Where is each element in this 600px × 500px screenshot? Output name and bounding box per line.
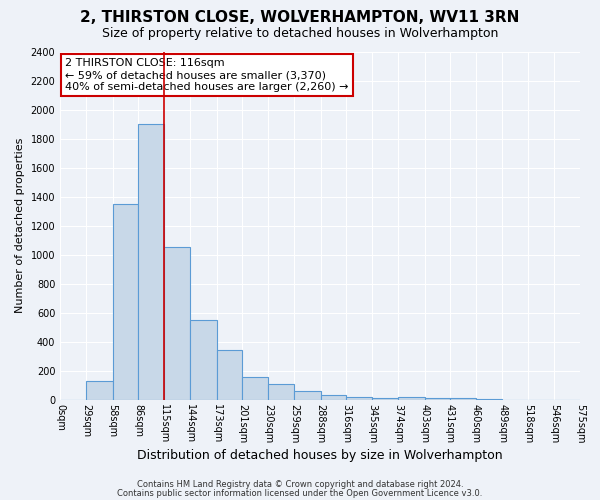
X-axis label: Distribution of detached houses by size in Wolverhampton: Distribution of detached houses by size … — [137, 450, 503, 462]
Y-axis label: Number of detached properties: Number of detached properties — [15, 138, 25, 313]
Bar — [164, 248, 190, 400]
Text: Size of property relative to detached houses in Wolverhampton: Size of property relative to detached ho… — [102, 28, 498, 40]
Bar — [476, 399, 502, 400]
Bar — [372, 398, 398, 400]
Text: Contains HM Land Registry data © Crown copyright and database right 2024.: Contains HM Land Registry data © Crown c… — [137, 480, 463, 489]
Bar — [242, 377, 268, 400]
Bar — [217, 350, 242, 400]
Text: 2 THIRSTON CLOSE: 116sqm
← 59% of detached houses are smaller (3,370)
40% of sem: 2 THIRSTON CLOSE: 116sqm ← 59% of detach… — [65, 58, 349, 92]
Bar — [138, 124, 164, 400]
Text: 2, THIRSTON CLOSE, WOLVERHAMPTON, WV11 3RN: 2, THIRSTON CLOSE, WOLVERHAMPTON, WV11 3… — [80, 10, 520, 25]
Bar — [450, 398, 476, 400]
Bar — [268, 384, 295, 400]
Bar — [295, 391, 320, 400]
Bar — [190, 320, 217, 400]
Bar — [86, 382, 113, 400]
Bar — [398, 396, 425, 400]
Text: Contains public sector information licensed under the Open Government Licence v3: Contains public sector information licen… — [118, 488, 482, 498]
Bar — [320, 395, 346, 400]
Bar — [346, 396, 372, 400]
Bar — [113, 204, 138, 400]
Bar — [425, 398, 450, 400]
